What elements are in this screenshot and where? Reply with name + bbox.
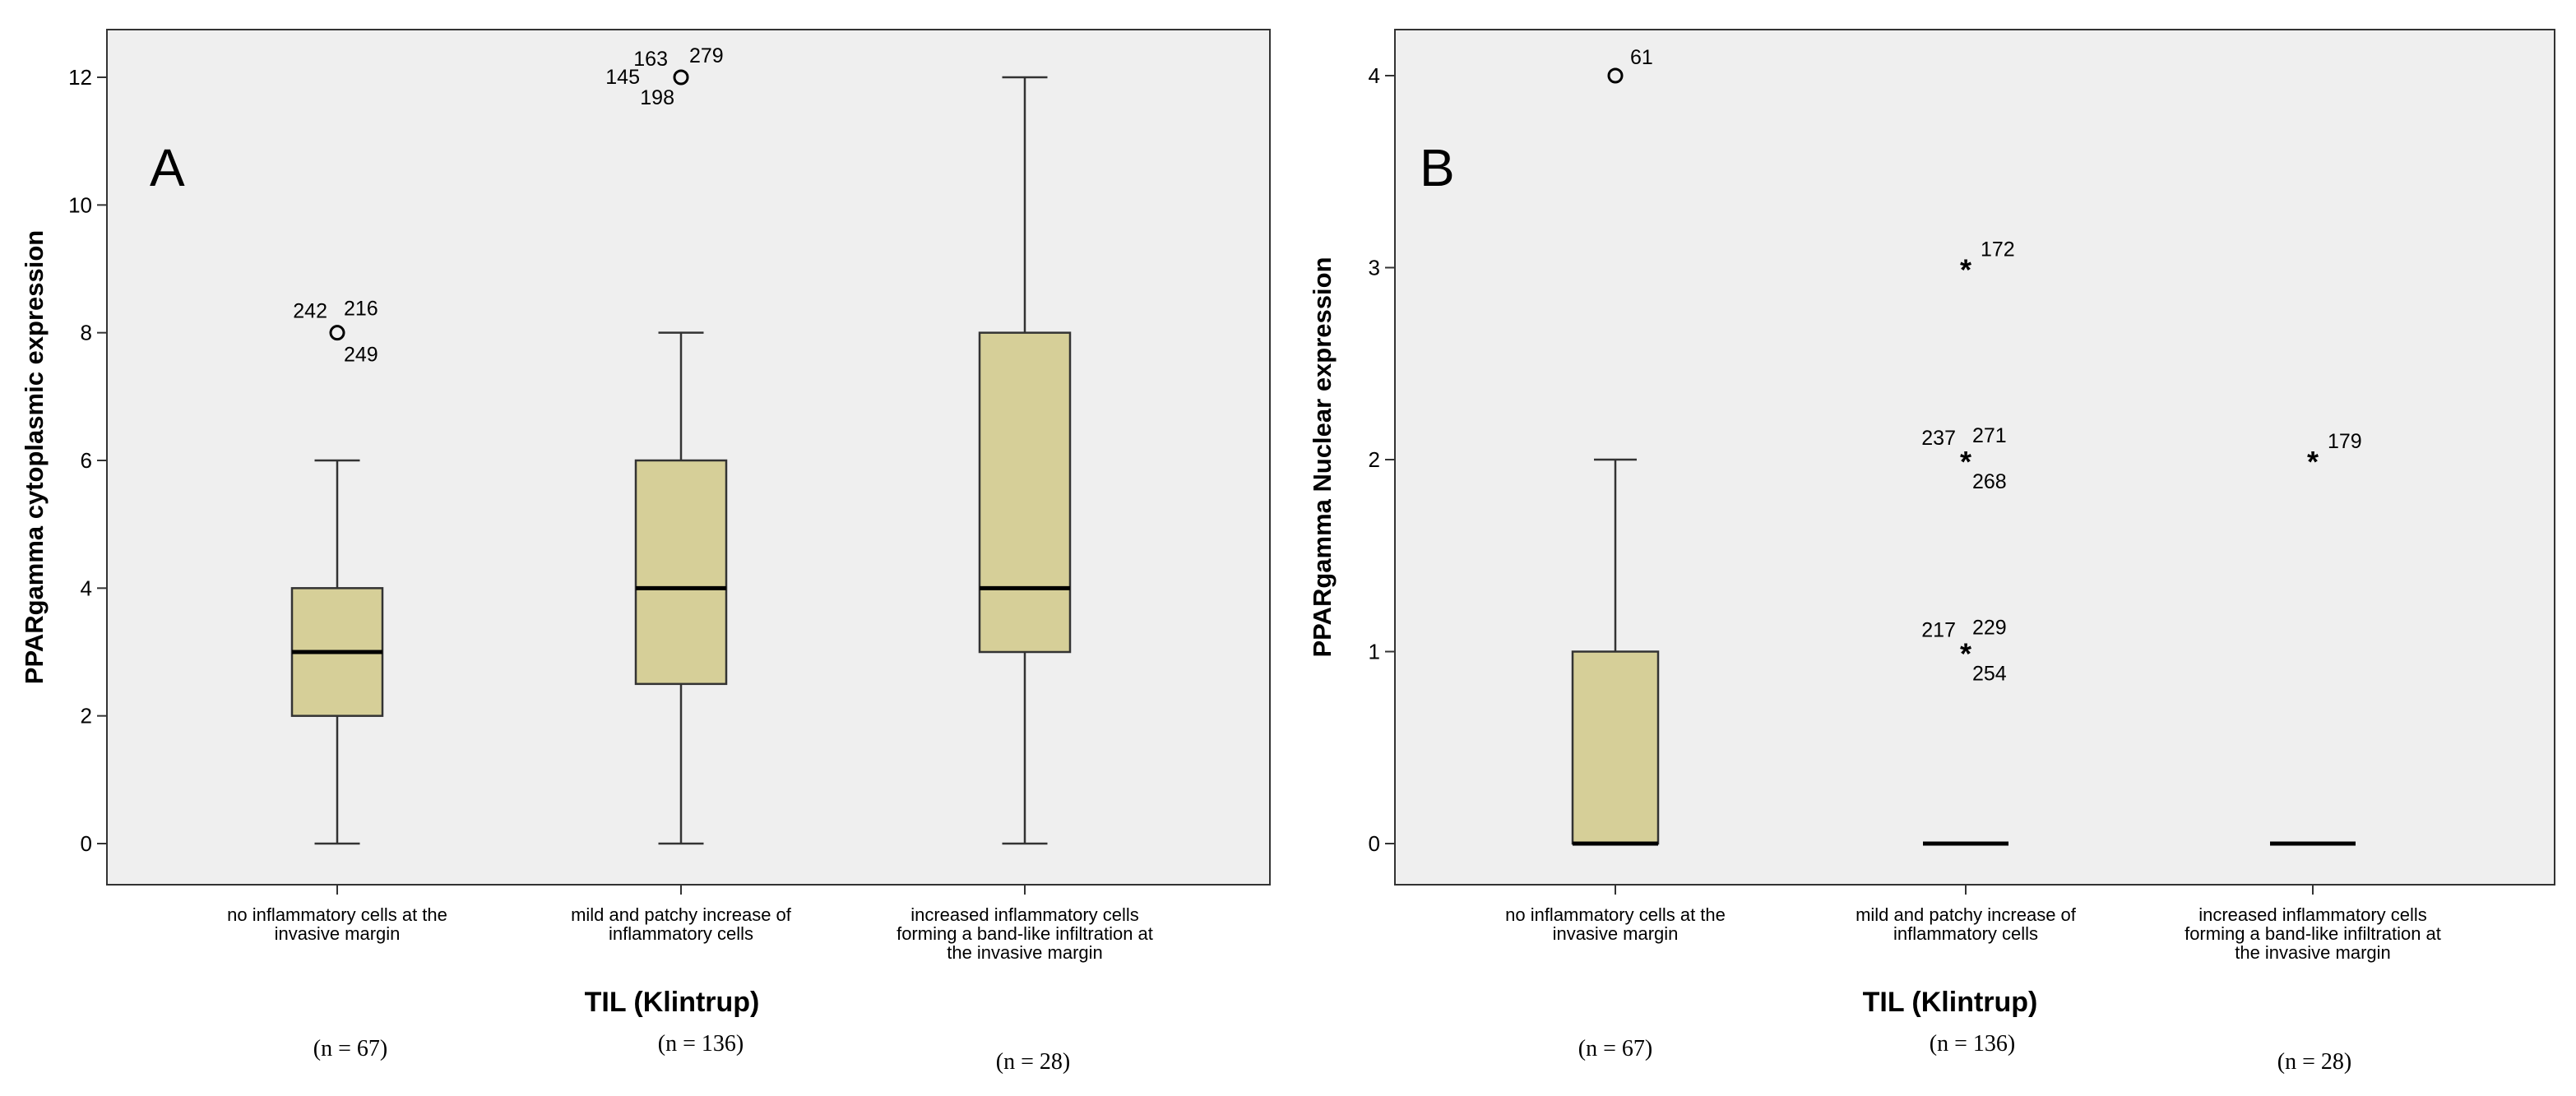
outlier-case-label: 242 <box>293 300 327 323</box>
outlier-case-label: 217 <box>1921 619 1956 642</box>
y-tick-label: 8 <box>81 321 92 345</box>
outlier-star-marker: * <box>1960 445 1971 479</box>
outlier-star-marker: * <box>2307 445 2319 479</box>
y-axis-label: PPARgamma cytoplasmic expression <box>20 230 49 684</box>
n-label: (n = 67) <box>313 1036 387 1061</box>
y-tick-label: 3 <box>1369 256 1380 280</box>
outlier-case-label: 216 <box>344 298 378 321</box>
box-1 <box>1571 458 1660 846</box>
outlier: 61 <box>1607 46 1653 84</box>
outlier: *217 229 254 <box>1921 617 2007 686</box>
n-label: (n = 136) <box>658 1031 744 1057</box>
y-tick-label: 4 <box>81 576 92 600</box>
category-label: inflammatory cells <box>1893 923 2038 944</box>
iqr-box <box>634 459 728 686</box>
box-1 <box>290 459 384 845</box>
outlier-case-label: 237 <box>1921 427 1956 450</box>
outlier-case-label: 163 <box>633 48 668 71</box>
category-label: mild and patchy increase of <box>1856 904 2077 925</box>
category-label: no inflammatory cells at the <box>227 904 447 925</box>
n-label: (n = 28) <box>996 1049 1070 1075</box>
outlier-case-label: 271 <box>1972 424 2007 447</box>
outlier-circle-marker <box>673 69 689 86</box>
category-label: inflammatory cells <box>609 923 753 944</box>
y-tick-label: 10 <box>68 192 92 217</box>
outlier: * 179 <box>2307 430 2362 479</box>
outlier-case-label: 198 <box>640 86 674 109</box>
outlier-case-label: 249 <box>344 344 378 367</box>
category-label: mild and patchy increase of <box>571 904 792 925</box>
outlier-case-label: 279 <box>689 44 724 67</box>
n-label: (n = 28) <box>2277 1049 2351 1075</box>
outlier-case-label: 254 <box>1972 663 2007 686</box>
outlier-case-label: 61 <box>1630 46 1653 69</box>
category-label: the invasive margin <box>947 942 1103 963</box>
outlier-case-label: 179 <box>2328 430 2362 453</box>
y-tick-label: 0 <box>1369 831 1380 856</box>
y-tick-label: 4 <box>1369 63 1380 88</box>
category-label: invasive margin <box>1553 923 1679 944</box>
iqr-box <box>978 331 1072 654</box>
y-tick-label: 2 <box>81 704 92 728</box>
n-label: (n = 136) <box>1930 1031 2015 1057</box>
plot-area <box>106 29 1271 886</box>
outlier-case-label: 268 <box>1972 470 2007 493</box>
y-tick-label: 2 <box>1369 447 1380 472</box>
category-label: forming a band-like infiltration at <box>897 923 1153 944</box>
category-label: the invasive margin <box>2235 942 2391 963</box>
panel-letter: A <box>150 138 185 197</box>
box-3 <box>978 76 1072 845</box>
panel-a: 0 2 4 6 8 10 12 PPARgamma cytoplasmic expressio… <box>20 29 1271 1075</box>
outlier: *237 271 268 <box>1921 424 2006 493</box>
outlier: 242 216 249 <box>293 298 378 367</box>
category-label: forming a band-like infiltration at <box>2185 923 2441 944</box>
category-label: no inflammatory cells at the <box>1505 904 1726 925</box>
outlier-circle-marker <box>1607 67 1624 84</box>
outlier-star-marker: * <box>1960 253 1971 287</box>
outlier-case-label: 145 <box>605 66 640 89</box>
y-tick-label: 12 <box>68 65 92 90</box>
x-axis-label: TIL (Klintrup) <box>1863 987 2038 1018</box>
y-axis-label: PPARgamma Nuclear expression <box>1308 257 1337 657</box>
outlier-star-marker: * <box>1960 637 1971 671</box>
y-tick-label: 0 <box>81 831 92 856</box>
category-label: increased inflammatory cells <box>910 904 1139 925</box>
panel-letter: B <box>1420 138 1455 197</box>
y-tick-label: 6 <box>81 448 92 473</box>
panel-b: 0 1 2 3 4 PPARgamma Nuclear expression Bno inf… <box>1308 29 2555 1075</box>
box-2 <box>634 331 728 845</box>
outlier-circle-marker <box>329 325 345 341</box>
category-label: invasive margin <box>275 923 401 944</box>
outlier: * 172 <box>1960 238 2015 287</box>
n-label: (n = 67) <box>1578 1036 1652 1061</box>
outlier-case-label: 172 <box>1981 238 2015 261</box>
plot-area <box>1394 29 2555 886</box>
y-tick-label: 1 <box>1369 640 1380 664</box>
x-axis-label: TIL (Klintrup) <box>585 987 760 1018</box>
category-label: increased inflammatory cells <box>2198 904 2427 925</box>
iqr-box <box>1571 650 1660 845</box>
outlier-case-label: 229 <box>1972 617 2007 640</box>
